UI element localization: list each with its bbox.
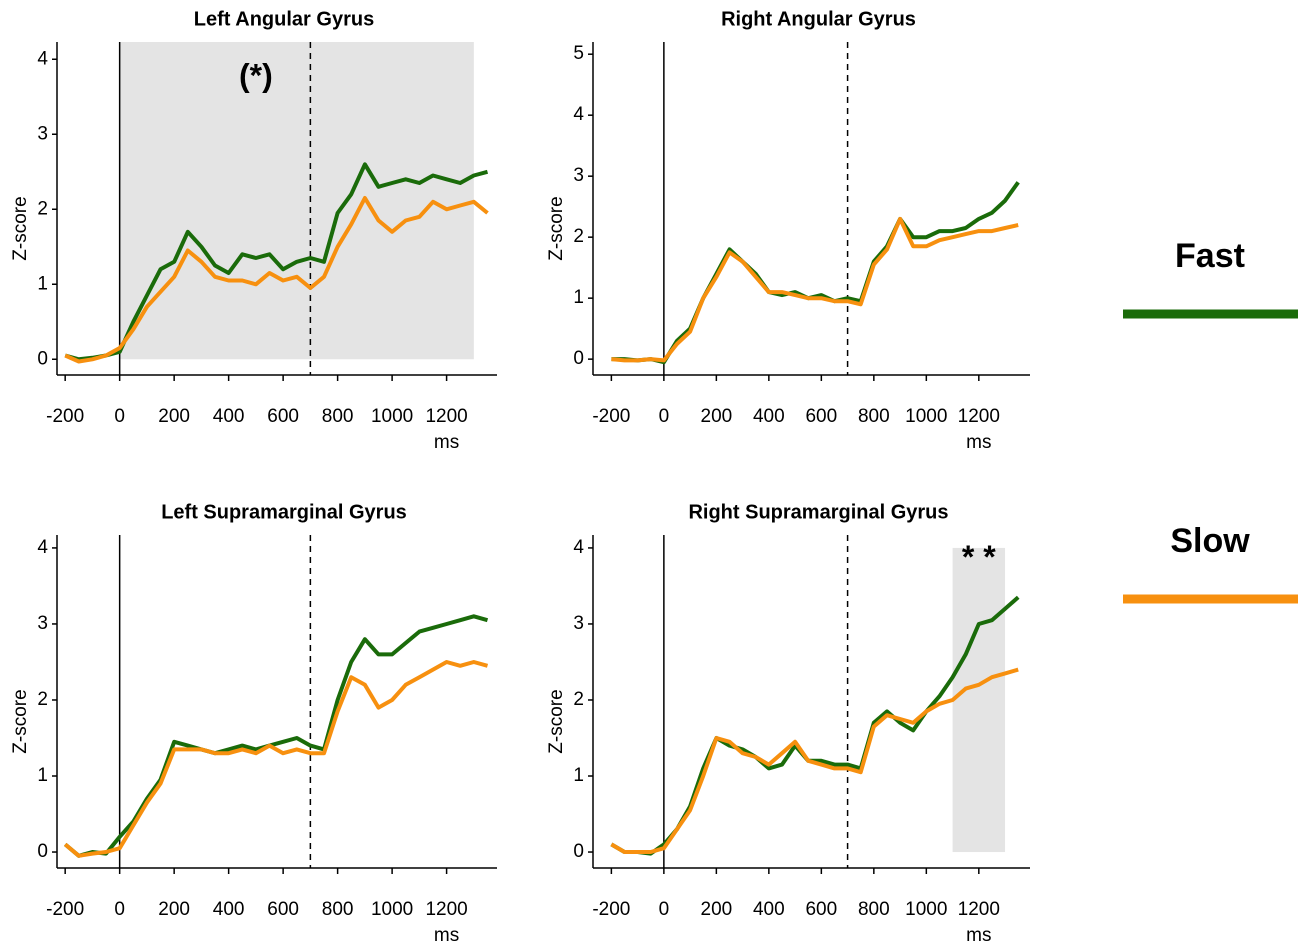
x-tick-label: 200 bbox=[701, 899, 733, 920]
y-tick-label: 5 bbox=[573, 43, 584, 64]
x-tick-label: 1000 bbox=[905, 899, 947, 920]
x-tick-label: 800 bbox=[322, 406, 354, 427]
legend-label: Fast bbox=[1175, 237, 1245, 275]
y-tick-label: 1 bbox=[573, 765, 584, 786]
y-tick-label: 1 bbox=[573, 287, 584, 308]
y-tick-label: 0 bbox=[37, 841, 48, 862]
x-tick-label: 400 bbox=[213, 406, 245, 427]
chart-title: Left Angular Gyrus bbox=[194, 8, 374, 30]
x-tick-label: 1000 bbox=[371, 406, 413, 427]
chart-title: Right Angular Gyrus bbox=[721, 8, 916, 30]
chart-title: Right Supramarginal Gyrus bbox=[688, 501, 948, 523]
x-tick-label: 1200 bbox=[425, 899, 467, 920]
y-tick-label: 3 bbox=[37, 123, 48, 144]
y-tick-label: 2 bbox=[573, 226, 584, 247]
series-line bbox=[611, 181, 1020, 365]
y-axis-label: Z-score bbox=[10, 689, 31, 753]
significance-region bbox=[119, 42, 474, 360]
x-tick-label: -200 bbox=[592, 899, 630, 920]
y-tick-label: 3 bbox=[573, 613, 584, 634]
x-tick-label: 800 bbox=[858, 406, 890, 427]
y-tick-label: 0 bbox=[573, 348, 584, 369]
x-tick-label: 600 bbox=[267, 899, 299, 920]
x-axis-label: ms bbox=[434, 925, 459, 946]
y-tick-label: 1 bbox=[37, 765, 48, 786]
y-tick-label: 4 bbox=[37, 537, 48, 558]
x-tick-label: 800 bbox=[322, 899, 354, 920]
x-tick-label: 400 bbox=[213, 899, 245, 920]
x-axis-label: ms bbox=[434, 432, 459, 453]
y-axis-label: Z-score bbox=[546, 689, 567, 753]
x-axis-label: ms bbox=[966, 925, 991, 946]
y-tick-label: 0 bbox=[573, 841, 584, 862]
x-tick-label: 0 bbox=[659, 899, 670, 920]
y-tick-label: 2 bbox=[37, 689, 48, 710]
x-tick-label: 800 bbox=[858, 899, 890, 920]
x-tick-label: 200 bbox=[158, 899, 190, 920]
x-tick-label: 400 bbox=[753, 406, 785, 427]
x-tick-label: 0 bbox=[114, 406, 125, 427]
series-line bbox=[64, 196, 489, 364]
x-tick-label: 0 bbox=[659, 406, 670, 427]
series-line bbox=[63, 614, 489, 858]
y-tick-label: 2 bbox=[573, 689, 584, 710]
x-tick-label: 1200 bbox=[958, 406, 1000, 427]
y-axis-label: Z-score bbox=[10, 196, 31, 260]
y-tick-label: 0 bbox=[37, 348, 48, 369]
y-tick-label: 4 bbox=[573, 537, 584, 558]
x-tick-label: -200 bbox=[46, 899, 84, 920]
legend-label: Slow bbox=[1170, 522, 1250, 560]
y-tick-label: 3 bbox=[37, 613, 48, 634]
x-tick-label: 0 bbox=[114, 899, 125, 920]
series-line bbox=[611, 216, 1019, 363]
x-axis-label: ms bbox=[966, 432, 991, 453]
y-tick-label: 1 bbox=[37, 273, 48, 294]
y-tick-label: 4 bbox=[37, 48, 48, 69]
series-line bbox=[610, 667, 1019, 854]
y-tick-label: 4 bbox=[573, 104, 584, 125]
x-tick-label: 600 bbox=[805, 406, 837, 427]
x-tick-label: 1000 bbox=[905, 406, 947, 427]
annotation: (*) bbox=[239, 57, 273, 93]
x-tick-label: 1200 bbox=[425, 406, 467, 427]
x-tick-label: 600 bbox=[267, 406, 299, 427]
significance-region bbox=[952, 547, 1006, 853]
y-axis-label: Z-score bbox=[546, 196, 567, 260]
chart-title: Left Supramarginal Gyrus bbox=[161, 501, 407, 523]
y-tick-label: 3 bbox=[573, 165, 584, 186]
series-line bbox=[63, 660, 489, 858]
x-tick-label: 1000 bbox=[371, 899, 413, 920]
x-tick-label: 1200 bbox=[958, 899, 1000, 920]
x-tick-label: -200 bbox=[46, 406, 84, 427]
x-tick-label: -200 bbox=[592, 406, 630, 427]
x-tick-label: 600 bbox=[805, 899, 837, 920]
x-tick-label: 400 bbox=[753, 899, 785, 920]
annotation: * * bbox=[962, 539, 996, 575]
x-tick-label: 200 bbox=[158, 406, 190, 427]
series-line bbox=[64, 162, 489, 362]
x-tick-label: 200 bbox=[701, 406, 733, 427]
y-tick-label: 2 bbox=[37, 198, 48, 219]
